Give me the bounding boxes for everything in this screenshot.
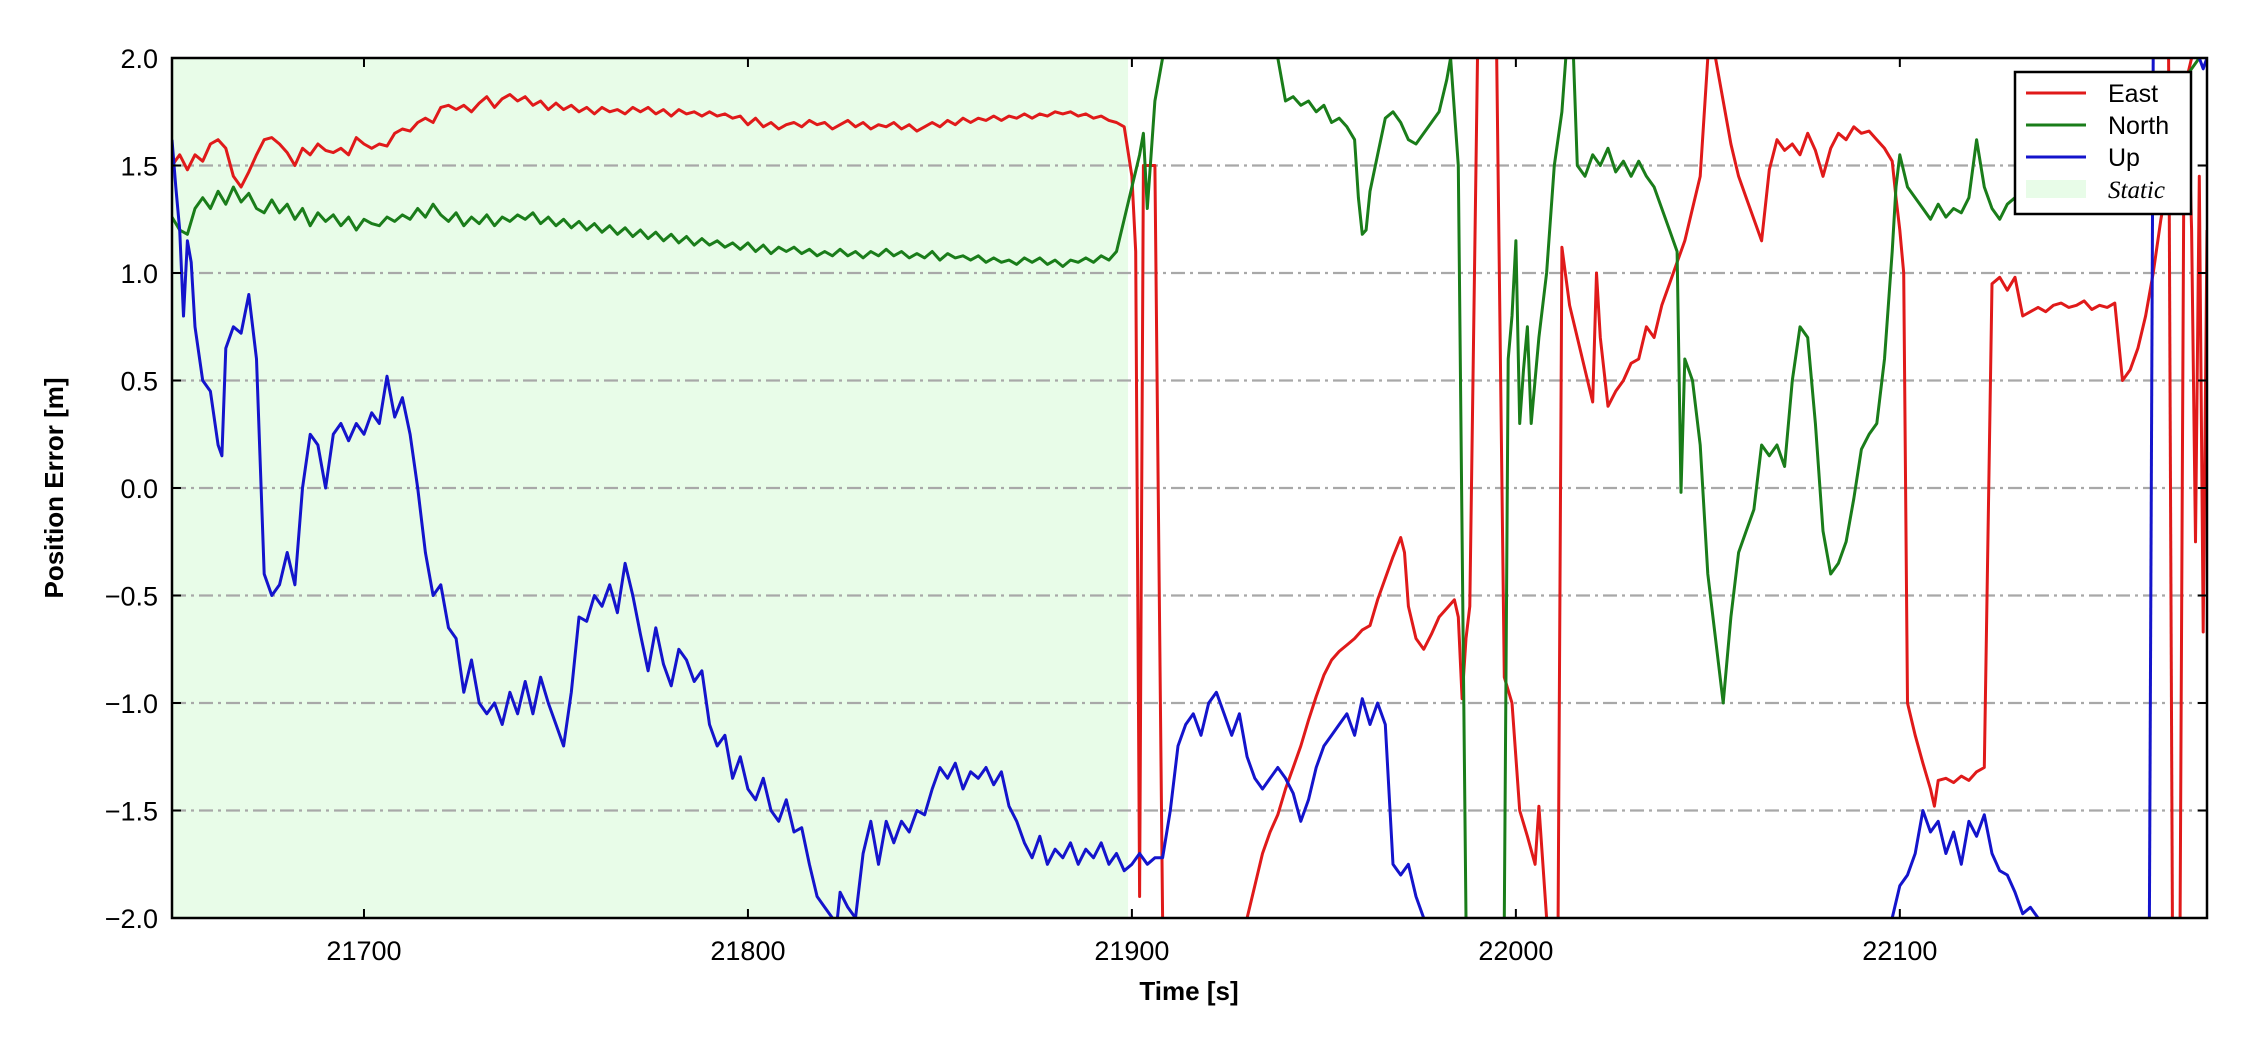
x-axis-label: Time [s]	[1139, 976, 1238, 1006]
series-line-up-0	[172, 139, 1426, 918]
tick-layer: 21700 21800 21900 22000 22100 2.0 1.5 1.0 0.5 0.0…	[105, 44, 2207, 966]
x-tick-label-2: 21900	[1094, 936, 1169, 966]
series-line-east-1	[1245, 58, 1479, 918]
series-line-east-3	[1556, 58, 1710, 918]
y-tick-label-8: −2.0	[105, 904, 158, 934]
legend-label-east: East	[2108, 80, 2158, 108]
series-line-north-0	[172, 58, 1165, 268]
y-tick-label-3: 0.5	[120, 367, 158, 397]
y-tick-label-5: −0.5	[105, 582, 158, 612]
legend: East North Up Static	[2013, 70, 2193, 216]
series-line-north-3	[1502, 58, 1568, 918]
x-tick-label-4: 22100	[1862, 936, 1937, 966]
y-axis-label: Position Error [m]	[39, 377, 69, 598]
series-line-north-1	[1276, 58, 1453, 236]
x-tick-label-1: 21800	[710, 936, 785, 966]
series-line-up-1	[1890, 809, 2040, 918]
y-tick-label-4: 0.0	[120, 474, 158, 504]
grid-layer	[172, 164, 2207, 812]
y-tick-label-0: 2.0	[120, 44, 158, 74]
y-tick-label-7: −1.5	[105, 797, 158, 827]
legend-swatch-static	[2026, 180, 2086, 198]
y-tick-label-2: 1.0	[120, 259, 158, 289]
legend-label-north: North	[2108, 112, 2169, 140]
legend-label-up: Up	[2108, 144, 2140, 172]
x-tick-label-3: 22000	[1478, 936, 1553, 966]
series-line-east-4	[1714, 58, 2194, 808]
x-tick-label-0: 21700	[326, 936, 401, 966]
series-line-east-0	[172, 93, 1165, 918]
legend-label-static: Static	[2108, 177, 2165, 204]
series-line-up-3	[2197, 58, 2207, 71]
series-line-north-2	[1449, 58, 1468, 918]
y-tick-label-6: −1.0	[105, 689, 158, 719]
y-tick-label-1: 1.5	[120, 152, 158, 182]
